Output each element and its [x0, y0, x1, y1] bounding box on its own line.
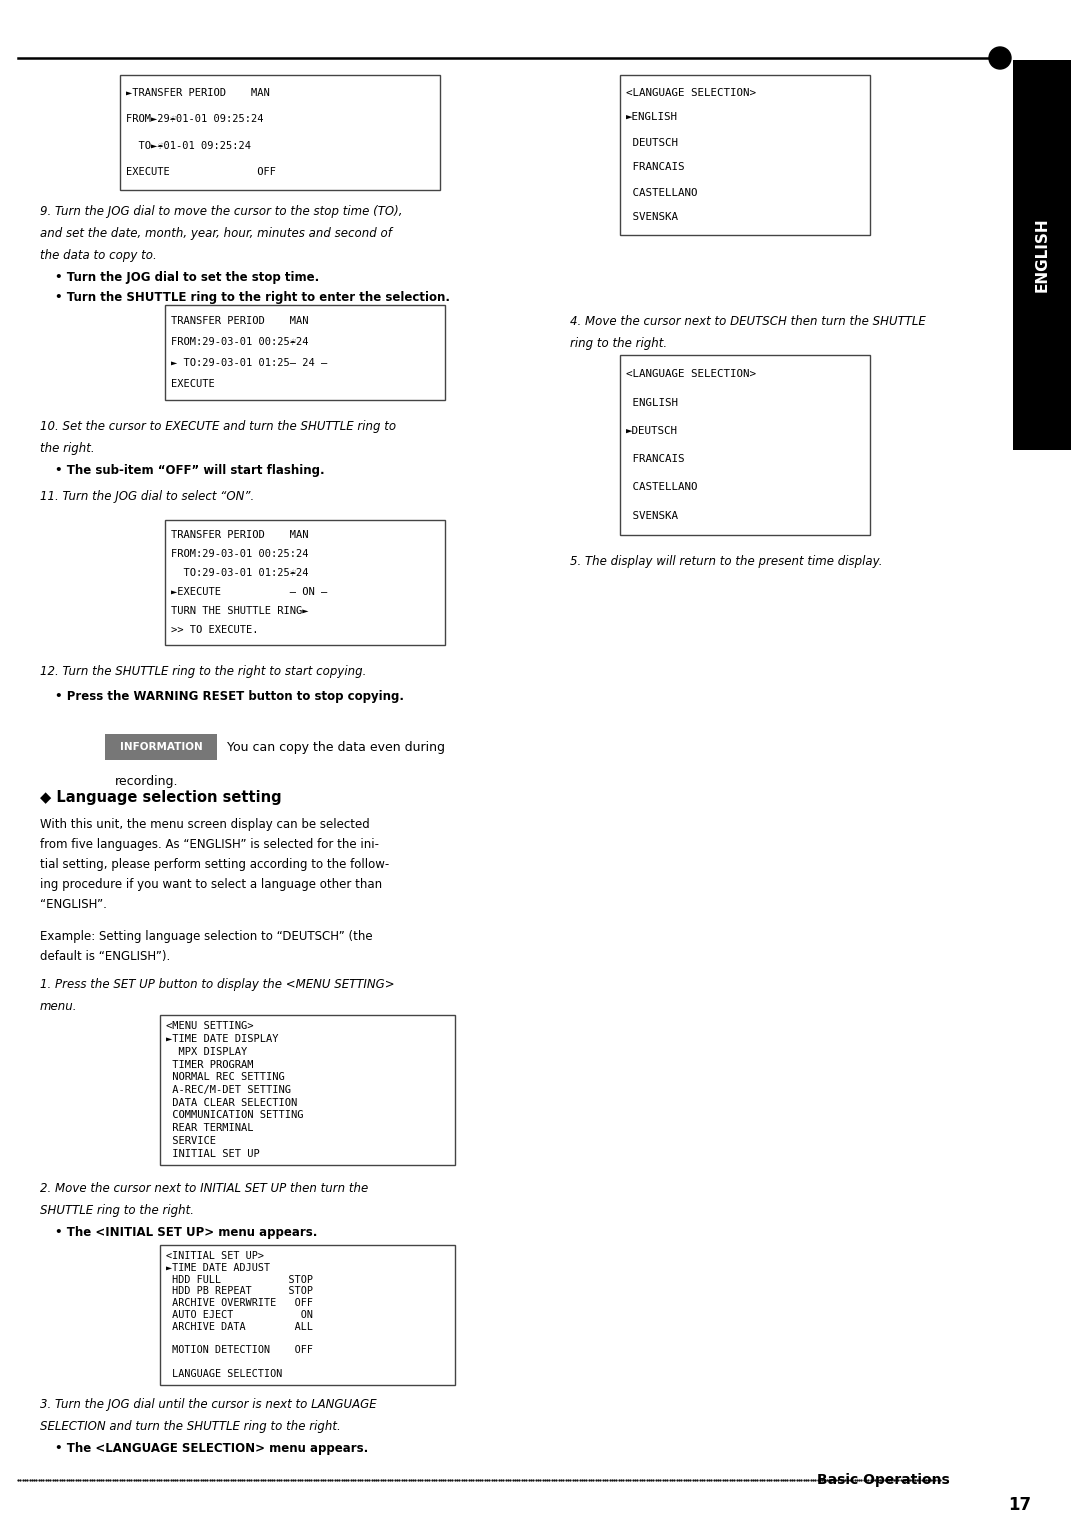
Text: HDD FULL           STOP: HDD FULL STOP: [166, 1274, 313, 1285]
Text: SHUTTLE ring to the right.: SHUTTLE ring to the right.: [40, 1204, 194, 1216]
Text: 5. The display will return to the present time display.: 5. The display will return to the presen…: [570, 555, 882, 568]
Text: A-REC/M-DET SETTING: A-REC/M-DET SETTING: [166, 1085, 291, 1096]
Text: FRANCAIS: FRANCAIS: [626, 454, 685, 465]
Text: 17: 17: [1009, 1496, 1031, 1514]
Text: TRANSFER PERIOD    MAN: TRANSFER PERIOD MAN: [171, 316, 309, 325]
Text: 9. Turn the JOG dial to move the cursor to the stop time (TO),: 9. Turn the JOG dial to move the cursor …: [40, 205, 403, 219]
Text: 3. Turn the JOG dial until the cursor is next to LANGUAGE: 3. Turn the JOG dial until the cursor is…: [40, 1398, 377, 1410]
Text: CASTELLANO: CASTELLANO: [626, 188, 698, 197]
Text: TO►☔01-01 09:25:24: TO►☔01-01 09:25:24: [126, 141, 251, 151]
Text: You can copy the data even during: You can copy the data even during: [227, 741, 445, 753]
Text: REAR TERMINAL: REAR TERMINAL: [166, 1123, 254, 1134]
Text: ► TO:29-03-01 01:25— 24 —: ► TO:29-03-01 01:25— 24 —: [171, 358, 327, 368]
Text: ►TIME DATE DISPLAY: ►TIME DATE DISPLAY: [166, 1034, 279, 1044]
Text: <LANGUAGE SELECTION>: <LANGUAGE SELECTION>: [626, 370, 756, 379]
Text: EXECUTE              OFF: EXECUTE OFF: [126, 167, 276, 177]
Text: <LANGUAGE SELECTION>: <LANGUAGE SELECTION>: [626, 87, 756, 98]
Text: 12. Turn the SHUTTLE ring to the right to start copying.: 12. Turn the SHUTTLE ring to the right t…: [40, 665, 366, 678]
Bar: [120, 75, 440, 189]
Text: DATA CLEAR SELECTION: DATA CLEAR SELECTION: [166, 1097, 297, 1108]
Text: ►EXECUTE           — ON —: ►EXECUTE — ON —: [171, 587, 327, 597]
Text: SVENSKA: SVENSKA: [626, 510, 678, 521]
Text: TIMER PROGRAM: TIMER PROGRAM: [166, 1059, 254, 1070]
Text: the data to copy to.: the data to copy to.: [40, 249, 157, 261]
Text: ENGLISH: ENGLISH: [626, 397, 678, 408]
Text: recording.: recording.: [114, 776, 178, 788]
Bar: [105, 733, 217, 759]
Text: NORMAL REC SETTING: NORMAL REC SETTING: [166, 1073, 285, 1082]
Bar: [165, 306, 445, 400]
Text: default is “ENGLISH”).: default is “ENGLISH”).: [40, 950, 171, 963]
Text: SERVICE: SERVICE: [166, 1135, 216, 1146]
Text: ENGLISH: ENGLISH: [1035, 217, 1050, 292]
Text: ◆ Language selection setting: ◆ Language selection setting: [40, 790, 282, 805]
Text: ►DEUTSCH: ►DEUTSCH: [626, 426, 678, 435]
Text: 4. Move the cursor next to DEUTSCH then turn the SHUTTLE: 4. Move the cursor next to DEUTSCH then …: [570, 315, 926, 329]
Text: INITIAL SET UP: INITIAL SET UP: [166, 1149, 260, 1158]
Text: 2. Move the cursor next to INITIAL SET UP then turn the: 2. Move the cursor next to INITIAL SET U…: [40, 1183, 368, 1195]
Text: ring to the right.: ring to the right.: [570, 338, 667, 350]
Text: AUTO EJECT           ON: AUTO EJECT ON: [166, 1309, 313, 1320]
Circle shape: [989, 47, 1011, 69]
Text: MPX DISPLAY: MPX DISPLAY: [166, 1047, 247, 1057]
Text: ARCHIVE DATA        ALL: ARCHIVE DATA ALL: [166, 1322, 313, 1332]
Text: TO:29-03-01 01:25☔24: TO:29-03-01 01:25☔24: [171, 568, 309, 578]
Text: With this unit, the menu screen display can be selected: With this unit, the menu screen display …: [40, 817, 369, 831]
Text: MOTION DETECTION    OFF: MOTION DETECTION OFF: [166, 1346, 313, 1355]
Text: and set the date, month, year, hour, minutes and second of: and set the date, month, year, hour, min…: [40, 228, 392, 240]
Text: <INITIAL SET UP>: <INITIAL SET UP>: [166, 1251, 264, 1261]
Text: • Press the WARNING RESET button to stop copying.: • Press the WARNING RESET button to stop…: [55, 691, 404, 703]
Text: FROM:29-03-01 00:25☔24: FROM:29-03-01 00:25☔24: [171, 336, 309, 347]
Bar: [165, 520, 445, 645]
Text: FRANCAIS: FRANCAIS: [626, 162, 685, 173]
Text: • Turn the SHUTTLE ring to the right to enter the selection.: • Turn the SHUTTLE ring to the right to …: [55, 290, 450, 304]
Text: INFORMATION: INFORMATION: [120, 743, 202, 752]
Text: TURN THE SHUTTLE RING►: TURN THE SHUTTLE RING►: [171, 607, 309, 616]
Text: COMMUNICATION SETTING: COMMUNICATION SETTING: [166, 1111, 303, 1120]
Text: HDD PB REPEAT      STOP: HDD PB REPEAT STOP: [166, 1287, 313, 1296]
Bar: [160, 1015, 455, 1164]
Text: DEUTSCH: DEUTSCH: [626, 138, 678, 148]
Text: <MENU SETTING>: <MENU SETTING>: [166, 1021, 254, 1031]
Text: ARCHIVE OVERWRITE   OFF: ARCHIVE OVERWRITE OFF: [166, 1299, 313, 1308]
Text: ing procedure if you want to select a language other than: ing procedure if you want to select a la…: [40, 879, 382, 891]
Text: menu.: menu.: [40, 999, 78, 1013]
Text: 10. Set the cursor to EXECUTE and turn the SHUTTLE ring to: 10. Set the cursor to EXECUTE and turn t…: [40, 420, 396, 432]
Text: ►TIME DATE ADJUST: ►TIME DATE ADJUST: [166, 1262, 270, 1273]
Text: Example: Setting language selection to “DEUTSCH” (the: Example: Setting language selection to “…: [40, 931, 373, 943]
Bar: [620, 354, 870, 535]
Text: FROM►29☔01-01 09:25:24: FROM►29☔01-01 09:25:24: [126, 115, 264, 124]
Text: ►TRANSFER PERIOD    MAN: ►TRANSFER PERIOD MAN: [126, 89, 270, 98]
Text: SVENSKA: SVENSKA: [626, 212, 678, 223]
Text: • Turn the JOG dial to set the stop time.: • Turn the JOG dial to set the stop time…: [55, 270, 320, 284]
Text: tial setting, please perform setting according to the follow-: tial setting, please perform setting acc…: [40, 859, 389, 871]
Text: TRANSFER PERIOD    MAN: TRANSFER PERIOD MAN: [171, 530, 309, 539]
Text: the right.: the right.: [40, 442, 95, 455]
Bar: [160, 1245, 455, 1384]
Text: ►ENGLISH: ►ENGLISH: [626, 113, 678, 122]
Text: SELECTION and turn the SHUTTLE ring to the right.: SELECTION and turn the SHUTTLE ring to t…: [40, 1420, 341, 1433]
Text: EXECUTE: EXECUTE: [171, 379, 215, 390]
Text: Basic Operations: Basic Operations: [818, 1473, 950, 1487]
Text: “ENGLISH”.: “ENGLISH”.: [40, 898, 107, 911]
Text: CASTELLANO: CASTELLANO: [626, 483, 698, 492]
Text: 1. Press the SET UP button to display the <MENU SETTING>: 1. Press the SET UP button to display th…: [40, 978, 394, 992]
Text: • The <LANGUAGE SELECTION> menu appears.: • The <LANGUAGE SELECTION> menu appears.: [55, 1442, 368, 1455]
Text: FROM:29-03-01 00:25:24: FROM:29-03-01 00:25:24: [171, 549, 309, 559]
Text: 11. Turn the JOG dial to select “ON”.: 11. Turn the JOG dial to select “ON”.: [40, 490, 254, 503]
Bar: [1013, 60, 1071, 451]
Text: >> TO EXECUTE.: >> TO EXECUTE.: [171, 625, 258, 636]
Text: LANGUAGE SELECTION: LANGUAGE SELECTION: [166, 1369, 282, 1380]
Bar: [620, 75, 870, 235]
Text: from five languages. As “ENGLISH” is selected for the ini-: from five languages. As “ENGLISH” is sel…: [40, 837, 379, 851]
Text: • The <INITIAL SET UP> menu appears.: • The <INITIAL SET UP> menu appears.: [55, 1225, 318, 1239]
Text: • The sub-item “OFF” will start flashing.: • The sub-item “OFF” will start flashing…: [55, 465, 325, 477]
